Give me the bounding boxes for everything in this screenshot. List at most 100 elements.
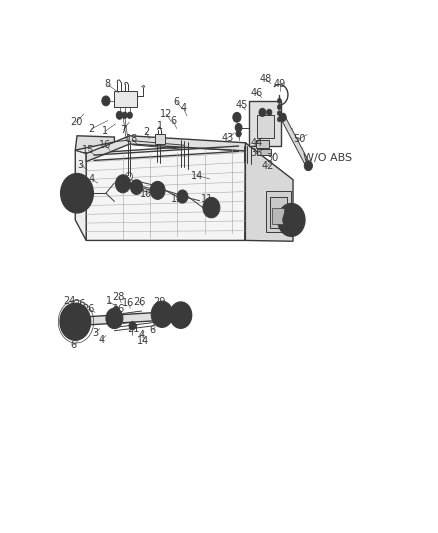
Text: 24: 24 xyxy=(63,296,75,306)
Bar xyxy=(265,191,291,232)
Circle shape xyxy=(174,308,187,322)
Circle shape xyxy=(106,308,123,329)
Circle shape xyxy=(130,180,142,195)
Text: 1: 1 xyxy=(102,126,108,136)
Text: 18: 18 xyxy=(126,134,138,144)
Polygon shape xyxy=(75,136,114,150)
Text: W/O ABS: W/O ABS xyxy=(303,154,352,163)
Circle shape xyxy=(129,322,135,330)
Text: 6: 6 xyxy=(170,116,176,126)
Polygon shape xyxy=(75,137,114,154)
Circle shape xyxy=(282,209,299,230)
Text: 21: 21 xyxy=(127,324,140,334)
Text: 44: 44 xyxy=(250,138,262,148)
Text: 6: 6 xyxy=(149,325,155,335)
Circle shape xyxy=(177,190,187,203)
Text: 2: 2 xyxy=(88,124,95,134)
Circle shape xyxy=(235,131,241,137)
Text: 42: 42 xyxy=(261,161,273,171)
Polygon shape xyxy=(114,92,136,107)
Circle shape xyxy=(155,307,168,322)
Bar xyxy=(269,197,286,228)
Circle shape xyxy=(116,111,123,119)
Circle shape xyxy=(67,181,87,206)
Text: 30: 30 xyxy=(265,152,277,163)
Circle shape xyxy=(122,112,127,118)
Text: 7: 7 xyxy=(118,185,124,196)
Text: 26: 26 xyxy=(133,297,145,307)
Text: 26: 26 xyxy=(73,299,85,309)
Circle shape xyxy=(150,181,165,199)
Circle shape xyxy=(72,318,78,326)
Text: 43: 43 xyxy=(221,133,233,143)
Circle shape xyxy=(258,108,265,117)
Text: 12: 12 xyxy=(160,109,172,119)
Text: 6: 6 xyxy=(71,340,77,350)
Circle shape xyxy=(66,310,85,333)
Text: 4: 4 xyxy=(88,174,95,184)
Circle shape xyxy=(127,112,132,118)
Circle shape xyxy=(170,302,191,328)
Circle shape xyxy=(235,124,241,132)
Text: 15: 15 xyxy=(82,145,94,155)
Polygon shape xyxy=(257,115,274,138)
Polygon shape xyxy=(75,150,86,240)
Circle shape xyxy=(153,185,161,195)
Text: 12: 12 xyxy=(170,195,183,204)
Polygon shape xyxy=(248,101,280,146)
Circle shape xyxy=(266,109,271,116)
Polygon shape xyxy=(86,136,245,161)
Text: 46: 46 xyxy=(250,88,262,98)
Text: 16: 16 xyxy=(113,304,125,313)
Text: 1: 1 xyxy=(156,122,162,131)
Circle shape xyxy=(159,311,164,317)
Circle shape xyxy=(73,188,81,198)
Circle shape xyxy=(113,306,119,313)
Bar xyxy=(271,207,283,224)
Text: 3: 3 xyxy=(92,328,98,338)
Circle shape xyxy=(277,117,281,122)
Text: 14: 14 xyxy=(191,171,203,181)
Text: 1: 1 xyxy=(105,296,111,306)
Text: 4: 4 xyxy=(99,335,105,345)
Text: 20: 20 xyxy=(70,117,82,127)
Text: 10: 10 xyxy=(140,189,152,199)
Circle shape xyxy=(60,303,90,340)
Polygon shape xyxy=(255,140,268,148)
Text: 2: 2 xyxy=(143,127,149,138)
Text: 7: 7 xyxy=(120,125,127,135)
Text: 3: 3 xyxy=(77,159,83,169)
Circle shape xyxy=(151,301,173,327)
Circle shape xyxy=(115,175,130,193)
Polygon shape xyxy=(245,143,293,241)
Text: 16: 16 xyxy=(122,298,134,308)
Circle shape xyxy=(232,112,240,122)
Circle shape xyxy=(202,197,219,218)
Text: 2: 2 xyxy=(76,310,82,320)
Text: 29: 29 xyxy=(153,297,166,307)
Polygon shape xyxy=(86,143,245,240)
Text: 26: 26 xyxy=(82,304,94,314)
Circle shape xyxy=(178,312,183,318)
Circle shape xyxy=(277,111,281,116)
Text: 11: 11 xyxy=(201,193,213,204)
Bar xyxy=(155,134,165,144)
Text: 16: 16 xyxy=(99,140,111,150)
Circle shape xyxy=(235,115,238,119)
Circle shape xyxy=(279,113,286,122)
Circle shape xyxy=(287,216,294,224)
Circle shape xyxy=(304,161,312,171)
Text: 48: 48 xyxy=(259,74,271,84)
Text: 49: 49 xyxy=(273,79,286,88)
Text: 4: 4 xyxy=(180,103,186,114)
Circle shape xyxy=(60,174,93,213)
Polygon shape xyxy=(74,311,180,326)
Circle shape xyxy=(277,204,304,236)
Polygon shape xyxy=(279,117,311,166)
Text: 14: 14 xyxy=(136,336,148,346)
Circle shape xyxy=(277,104,281,109)
Circle shape xyxy=(277,99,281,103)
Text: 4: 4 xyxy=(138,330,145,340)
Text: 45: 45 xyxy=(235,100,247,110)
Circle shape xyxy=(104,99,108,103)
